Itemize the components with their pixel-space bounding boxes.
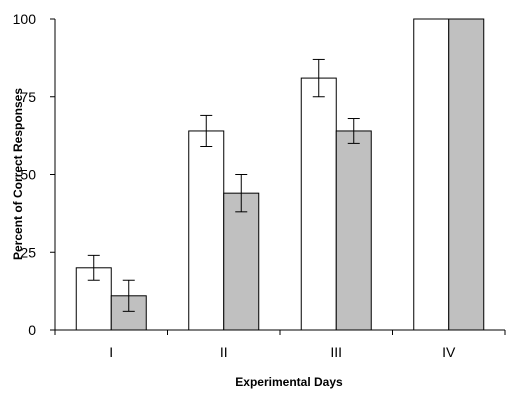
- x-tick-label: IV: [442, 344, 456, 360]
- error-bars-layer: [87, 58, 360, 312]
- y-ticks-layer: 0 25 50 75 100: [13, 11, 55, 338]
- bar-IV-series-1: [413, 18, 450, 331]
- y-tick-label: 50: [20, 167, 36, 183]
- x-tick-label: I: [109, 344, 113, 360]
- bar-II-series-1: [188, 130, 225, 331]
- y-tick-label: 100: [13, 11, 37, 27]
- y-tick-label: 0: [28, 322, 36, 338]
- bars-layer: [75, 18, 485, 331]
- x-tick-label: III: [330, 344, 342, 360]
- bar-II-series-2: [223, 192, 260, 331]
- y-tick-label: 75: [20, 89, 36, 105]
- y-tick-label: 25: [20, 244, 36, 260]
- x-tick-label: II: [220, 344, 228, 360]
- bar-III-series-2: [335, 130, 372, 331]
- bar-III-series-1: [300, 77, 337, 331]
- x-ticks-layer: I II III IV: [54, 330, 506, 360]
- bar-IV-series-2: [448, 18, 485, 331]
- x-axis-title: Experimental Days: [235, 375, 343, 389]
- y-axis-title: Percent of Correct Responses: [11, 88, 25, 260]
